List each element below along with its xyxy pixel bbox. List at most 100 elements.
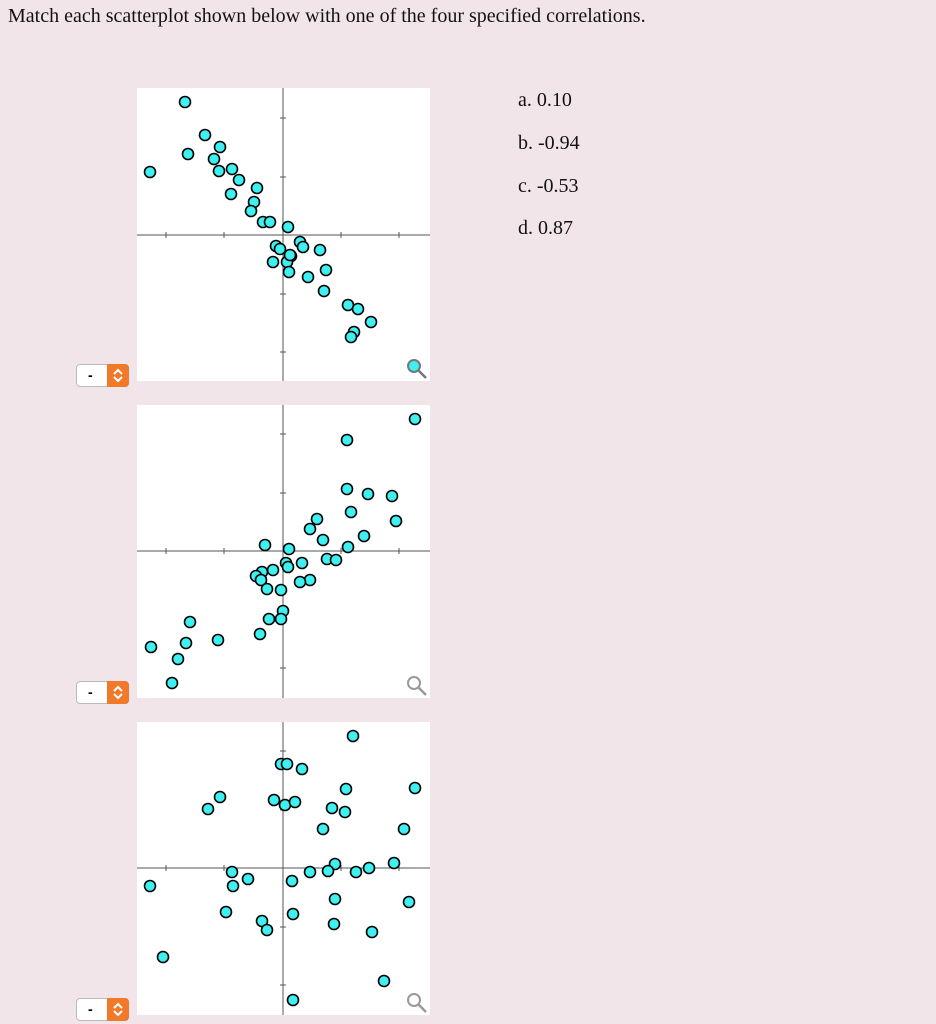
scatter-point bbox=[266, 563, 280, 577]
scatter-point bbox=[389, 514, 403, 528]
scatter-point bbox=[213, 790, 227, 804]
scatter-point bbox=[263, 215, 277, 229]
select-arrow[interactable] bbox=[107, 681, 129, 704]
scatter-point bbox=[329, 553, 343, 567]
answer-select[interactable]: - bbox=[76, 681, 129, 704]
scatter-point bbox=[340, 433, 354, 447]
select-value: - bbox=[88, 1001, 93, 1017]
scatter-point bbox=[316, 822, 330, 836]
zoom-icon[interactable] bbox=[407, 993, 427, 1013]
scatter-point bbox=[346, 729, 360, 743]
scatter-point bbox=[183, 615, 197, 629]
scatter-point bbox=[408, 412, 422, 426]
scatter-point bbox=[232, 173, 246, 187]
scatter-point bbox=[201, 802, 215, 816]
zoom-icon[interactable] bbox=[407, 676, 427, 696]
scatter-point bbox=[226, 879, 240, 893]
scatter-point bbox=[283, 248, 297, 262]
scatter-point bbox=[225, 162, 239, 176]
scatter-point bbox=[241, 872, 255, 886]
scatter-point bbox=[361, 487, 375, 501]
scatter-point bbox=[296, 240, 310, 254]
scatter-point bbox=[171, 652, 185, 666]
scatter-point bbox=[280, 757, 294, 771]
zoom-icon[interactable] bbox=[407, 359, 427, 379]
scatter-point bbox=[198, 128, 212, 142]
select-value: - bbox=[88, 684, 93, 700]
plot-3 bbox=[137, 722, 430, 1015]
scatter-point bbox=[303, 522, 317, 536]
scatter-point bbox=[407, 676, 421, 690]
scatter-point bbox=[340, 482, 354, 496]
chevron bbox=[113, 1002, 123, 1017]
answer-select[interactable]: - bbox=[76, 364, 129, 387]
scatter-point bbox=[225, 865, 239, 879]
scatter-point bbox=[266, 255, 280, 269]
scatter-point bbox=[364, 315, 378, 329]
scatter-point bbox=[321, 864, 335, 878]
question: Match each scatterplot shown below with … bbox=[8, 5, 646, 27]
scatter-point bbox=[165, 676, 179, 690]
scatter-point bbox=[274, 612, 288, 626]
scatter-point bbox=[262, 612, 276, 626]
scatter-point bbox=[397, 822, 411, 836]
scatter-point bbox=[402, 895, 416, 909]
plot-2 bbox=[137, 405, 430, 698]
scatter-point bbox=[339, 782, 353, 796]
scatter-point bbox=[338, 805, 352, 819]
scatter-point bbox=[144, 640, 158, 654]
scatter-point bbox=[328, 892, 342, 906]
scatter-point bbox=[181, 147, 195, 161]
scatter-point bbox=[282, 265, 296, 279]
scatter-point bbox=[179, 636, 193, 650]
option: d. 0.87 bbox=[518, 217, 573, 239]
scatter-point bbox=[295, 762, 309, 776]
scatter-point bbox=[274, 583, 288, 597]
scatter-point bbox=[244, 204, 258, 218]
option: b. -0.94 bbox=[518, 132, 580, 154]
scatter-point bbox=[224, 187, 238, 201]
scatter-point bbox=[219, 905, 233, 919]
scatter-point bbox=[267, 793, 281, 807]
scatter-point bbox=[156, 950, 170, 964]
chevron bbox=[113, 685, 123, 700]
option: a. 0.10 bbox=[518, 89, 572, 111]
scatter-point bbox=[325, 801, 339, 815]
scatter-point bbox=[310, 512, 324, 526]
select-arrow[interactable] bbox=[107, 998, 129, 1021]
scatter-point bbox=[260, 582, 274, 596]
option: c. -0.53 bbox=[518, 175, 579, 197]
arrow-icon bbox=[113, 1002, 123, 1017]
scatter-point bbox=[213, 140, 227, 154]
scatter-point bbox=[349, 865, 363, 879]
scatter-point bbox=[362, 861, 376, 875]
scatter-point bbox=[178, 95, 192, 109]
scatter-point bbox=[211, 633, 225, 647]
scatter-point bbox=[281, 560, 295, 574]
scatter-point bbox=[207, 152, 221, 166]
scatter-point bbox=[212, 164, 226, 178]
answer-select[interactable]: - bbox=[76, 998, 129, 1021]
scatter-point bbox=[285, 874, 299, 888]
scatter-point bbox=[303, 865, 317, 879]
plot-element bbox=[417, 686, 427, 696]
scatter-point bbox=[344, 505, 358, 519]
scatter-point bbox=[387, 856, 401, 870]
scatter-point bbox=[344, 330, 358, 344]
chevron bbox=[113, 368, 123, 383]
scatter-point bbox=[288, 795, 302, 809]
scatter-point bbox=[253, 627, 267, 641]
scatter-point bbox=[301, 270, 315, 284]
scatter-point bbox=[143, 165, 157, 179]
scatter-point bbox=[286, 993, 300, 1007]
scatter-point bbox=[286, 907, 300, 921]
arrow-icon bbox=[113, 685, 123, 700]
scatter-point bbox=[313, 243, 327, 257]
scatter-point bbox=[407, 993, 421, 1007]
scatter-point bbox=[254, 573, 268, 587]
scatter-point bbox=[143, 879, 157, 893]
select-arrow[interactable] bbox=[107, 364, 129, 387]
scatter-point bbox=[407, 359, 421, 373]
